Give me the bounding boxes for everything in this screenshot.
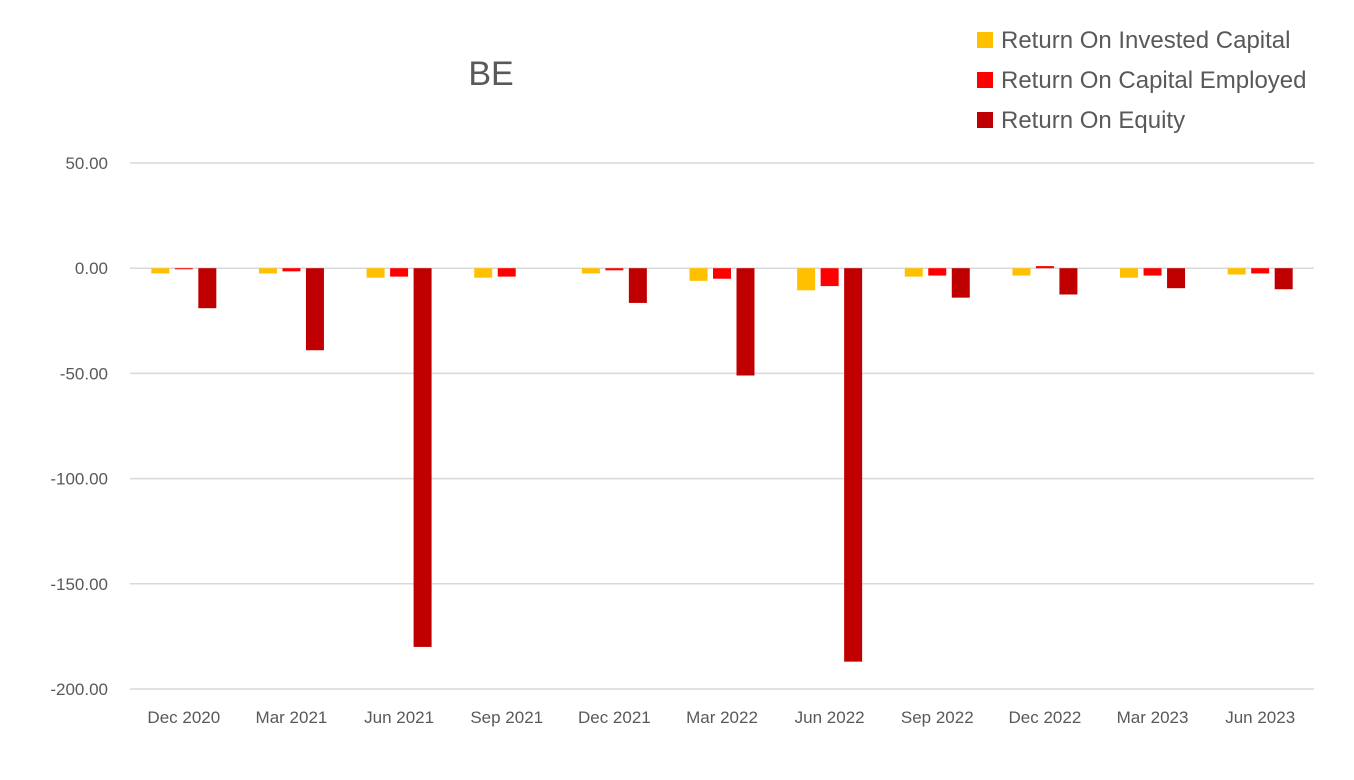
legend-label: Return On Equity <box>1001 107 1185 134</box>
bar <box>497 268 516 277</box>
legend-label: Return On Invested Capital <box>1001 27 1291 54</box>
bar <box>1012 268 1031 276</box>
y-tick-label: -50.00 <box>60 364 108 383</box>
bar <box>305 268 324 351</box>
legend-label: Return On Capital Employed <box>1001 67 1306 94</box>
bar <box>628 268 647 303</box>
x-tick-label: Jun 2023 <box>1225 708 1295 727</box>
bar <box>844 268 863 662</box>
bar <box>1035 266 1054 269</box>
bar <box>258 268 277 274</box>
bar <box>581 268 600 274</box>
bar <box>713 268 731 279</box>
legend-swatch <box>977 112 993 128</box>
bar <box>198 268 217 309</box>
bar <box>1274 268 1293 290</box>
bar <box>797 268 816 291</box>
x-tick-label: Mar 2023 <box>1117 708 1189 727</box>
y-tick-label: 50.00 <box>65 154 108 173</box>
bar <box>474 268 493 278</box>
bar <box>928 268 947 276</box>
y-axis: 50.00 0.00 -50.00 -100.00 -150.00 -200.00 <box>50 154 108 699</box>
y-tick-label: 0.00 <box>75 259 108 278</box>
bar <box>1251 268 1270 274</box>
bar <box>605 268 624 271</box>
legend-swatch <box>977 32 993 48</box>
grid <box>130 162 1314 690</box>
x-tick-label: Dec 2022 <box>1009 708 1082 727</box>
legend: Return On Invested Capital Return On Capi… <box>977 27 1306 134</box>
x-tick-label: Mar 2022 <box>686 708 758 727</box>
bar <box>151 268 170 274</box>
y-tick-label: -200.00 <box>50 680 108 699</box>
bar <box>390 268 409 277</box>
bar <box>1120 268 1139 278</box>
x-axis: Dec 2020 Mar 2021 Jun 2021 Sep 2021 Dec 2021… <box>147 708 1295 727</box>
bar <box>1143 268 1162 276</box>
y-tick-label: -100.00 <box>50 470 108 489</box>
bar <box>736 268 755 376</box>
bar <box>1059 268 1078 295</box>
legend-swatch <box>977 72 993 88</box>
bar <box>904 268 923 277</box>
x-tick-label: Dec 2021 <box>578 708 651 727</box>
x-tick-label: Mar 2021 <box>256 708 328 727</box>
bar <box>366 268 385 278</box>
x-tick-label: Jun 2021 <box>364 708 434 727</box>
chart-title: BE <box>468 55 513 93</box>
bar <box>1227 268 1246 275</box>
bar <box>951 268 970 298</box>
bar <box>413 268 432 647</box>
x-tick-label: Sep 2021 <box>470 708 543 727</box>
x-tick-label: Sep 2022 <box>901 708 974 727</box>
bar <box>820 268 839 287</box>
bar <box>174 268 193 270</box>
x-tick-label: Jun 2022 <box>795 708 865 727</box>
bars <box>151 266 1293 662</box>
bar <box>282 268 301 272</box>
x-tick-label: Dec 2020 <box>147 708 220 727</box>
bar <box>1167 268 1186 289</box>
y-tick-label: -150.00 <box>50 575 108 594</box>
bar <box>689 268 708 281</box>
